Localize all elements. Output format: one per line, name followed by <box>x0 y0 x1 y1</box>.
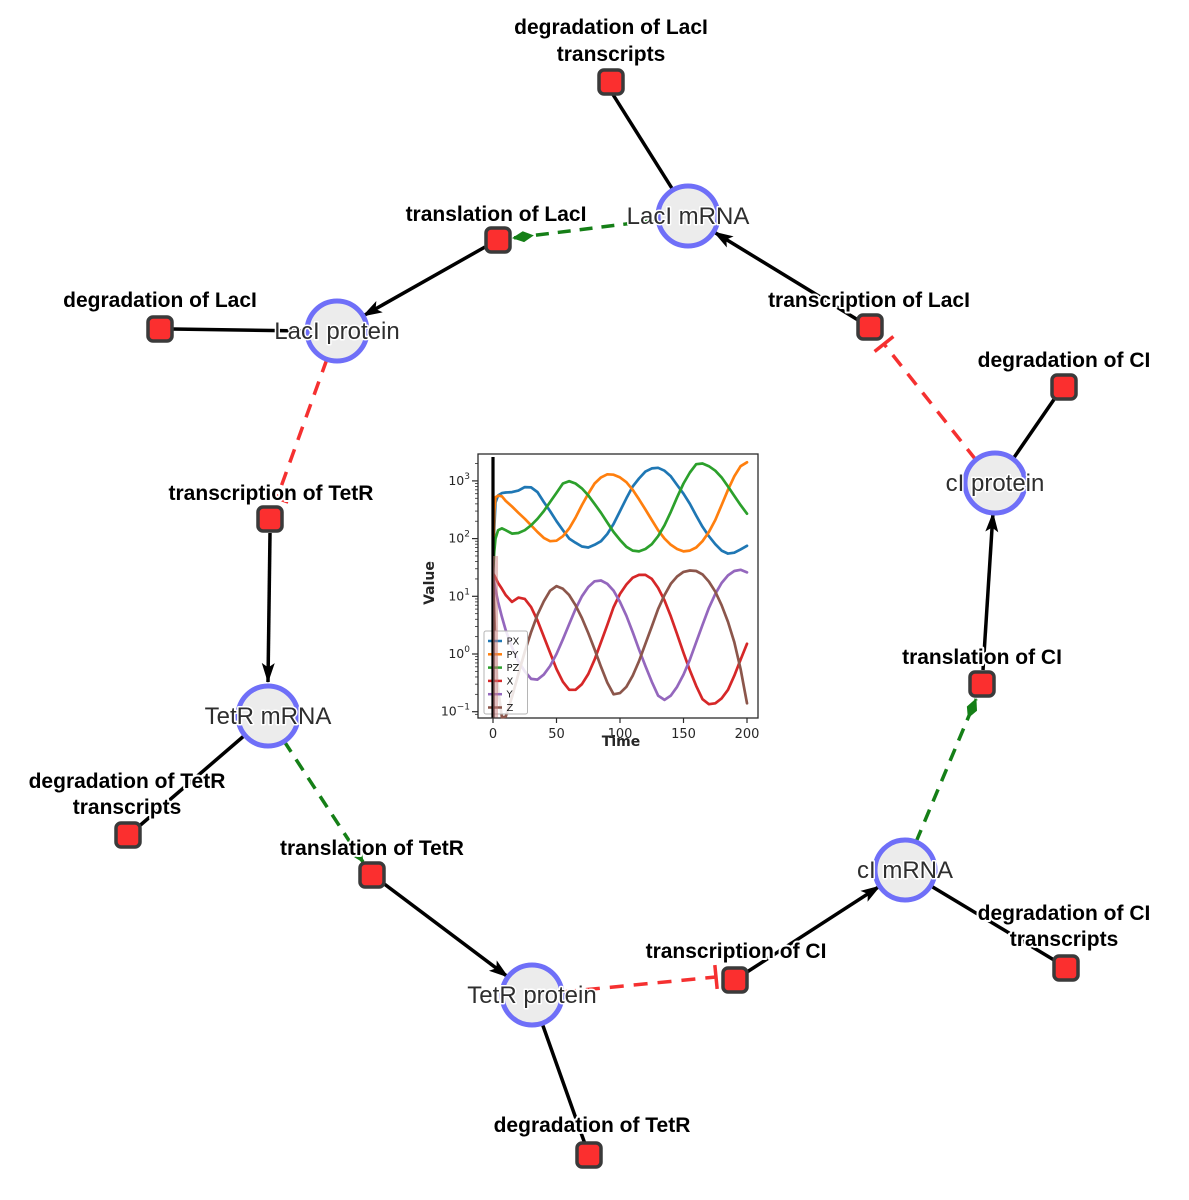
edge-translation-tetr-to-tetr-protein <box>381 881 510 979</box>
species-node-tetr-mrna <box>235 683 301 749</box>
reaction-label-transcription-tetr: transcription of TetR <box>169 482 374 505</box>
x-tick-label: 100 <box>608 727 633 742</box>
reaction-label-deg-tetr: degradation of TetR <box>494 1114 691 1137</box>
species-label-tetr-mrna: TetR mRNA <box>205 703 332 730</box>
legend-label-Y: Y <box>506 690 514 701</box>
reaction-label-translation-laci: translation of LacI <box>406 203 587 226</box>
y-tick-label: 102 <box>448 530 470 546</box>
x-tick-label: 0 <box>489 727 497 742</box>
y-tick-label: 10−1 <box>441 703 470 719</box>
legend-label-PX: PX <box>507 637 520 648</box>
reaction-node-deg-laci-transcripts <box>597 68 625 96</box>
chart-frame <box>477 453 759 719</box>
series-X-line <box>491 571 749 706</box>
reaction-node-deg-tetr-transcripts <box>114 821 142 849</box>
x-tick-label: 150 <box>671 727 696 742</box>
edges-layer <box>135 92 1057 1145</box>
reaction-node-transcription-laci <box>856 313 884 341</box>
series-PZ-line <box>491 462 749 575</box>
reaction-label-transcription-ci: transcription of CI <box>646 940 827 963</box>
reaction-label-translation-tetr: translation of TetR <box>280 837 464 860</box>
edge-translation-laci-to-laci-protein <box>362 245 486 318</box>
reaction-node-transcription-tetr <box>256 505 284 533</box>
species-label-laci-protein: LacI protein <box>274 318 399 345</box>
reaction-node-deg-tetr <box>575 1141 603 1169</box>
simulation-plot: Time Value 10−1 100 101 102 103 0 50 100 150 200 P… <box>422 453 760 750</box>
edge-laci-protein-inhibits-transcription-tetr <box>265 358 329 504</box>
reaction-node-translation-ci <box>968 670 996 698</box>
edge-laci-protein-to-deg-laci <box>171 327 308 333</box>
reaction-node-deg-ci-transcripts <box>1052 954 1080 982</box>
edge-tetr-protein-inhibits-transcription-ci <box>561 964 719 994</box>
plot-area: 10−1 100 101 102 103 0 50 100 150 200 PX PY PZ XYZ <box>441 453 760 742</box>
x-tick-label: 200 <box>735 727 760 742</box>
edge-transcription-tetr-to-tetr-mrna <box>261 532 275 683</box>
edge-transcription-laci-to-laci-mrna <box>713 230 859 322</box>
species-node-ci-protein <box>962 450 1028 516</box>
x-axis-label: Time <box>602 734 640 750</box>
x-tick-label: 50 <box>548 727 565 742</box>
edge-ci-mrna-to-deg-ci-transcripts <box>930 884 1055 962</box>
edge-tetr-protein-to-deg-tetr <box>540 1022 587 1145</box>
species-label-tetr-protein: TetR protein <box>467 982 596 1009</box>
series-PY-line <box>491 460 749 575</box>
reaction-node-transcription-ci <box>721 966 749 994</box>
species-node-laci-mrna <box>655 183 721 249</box>
reaction-label-deg-tetr-transcripts: degradation of TetR transcripts <box>29 770 226 819</box>
reaction-label-deg-laci: degradation of LacI <box>63 289 257 312</box>
edge-ci-protein-to-deg-ci <box>1011 397 1057 460</box>
edge-laci-mrna-modifies-translation-laci <box>512 218 659 243</box>
reaction-label-deg-laci-transcripts: degradation of LacI transcripts <box>514 16 708 66</box>
edge-transcription-ci-to-ci-mrna <box>746 884 881 974</box>
labels-layer: LacI mRNA LacI protein TetR mRNA TetR pr… <box>27 14 1153 1139</box>
reaction-node-deg-laci <box>146 315 174 343</box>
reaction-label-translation-ci: translation of CI <box>902 646 1062 669</box>
reaction-label-deg-ci: degradation of CI <box>978 349 1151 372</box>
edge-ci-protein-inhibits-transcription-laci <box>873 335 978 462</box>
legend-label-Z: Z <box>507 703 514 714</box>
species-label-laci-mrna: LacI mRNA <box>627 203 750 230</box>
y-tick-label: 101 <box>448 587 470 603</box>
legend-label-PY: PY <box>507 650 520 661</box>
reaction-label-transcription-laci: transcription of LacI <box>768 289 970 312</box>
edge-tetr-mrna-modifies-translation-tetr <box>282 740 365 863</box>
edge-ci-mrna-modifies-translation-ci <box>914 698 978 843</box>
species-node-tetr-protein <box>499 962 565 1028</box>
reaction-node-deg-ci <box>1050 373 1078 401</box>
legend-label-X: X <box>507 676 514 687</box>
species-node-ci-mrna <box>872 837 938 903</box>
legend-label-PZ: PZ <box>507 663 520 674</box>
y-axis-label: Value <box>422 561 438 605</box>
reaction-node-translation-laci <box>484 226 512 254</box>
y-tick-label: 100 <box>448 645 470 661</box>
species-node-laci-protein <box>304 298 370 364</box>
edge-laci-mrna-to-deg-laci-transcripts <box>610 92 675 191</box>
species-label-ci-protein: cI protein <box>946 470 1045 497</box>
reaction-label-deg-ci-transcripts: degradation of CI transcripts <box>978 902 1151 951</box>
reaction-node-translation-tetr <box>358 861 386 889</box>
nodes-layer <box>114 68 1080 1169</box>
edge-tetr-mrna-to-deg-tetr-transcripts <box>135 733 247 830</box>
edge-translation-ci-to-ci-protein <box>981 512 999 671</box>
y-tick-label: 103 <box>448 472 470 488</box>
species-label-ci-mrna: cI mRNA <box>857 857 953 884</box>
